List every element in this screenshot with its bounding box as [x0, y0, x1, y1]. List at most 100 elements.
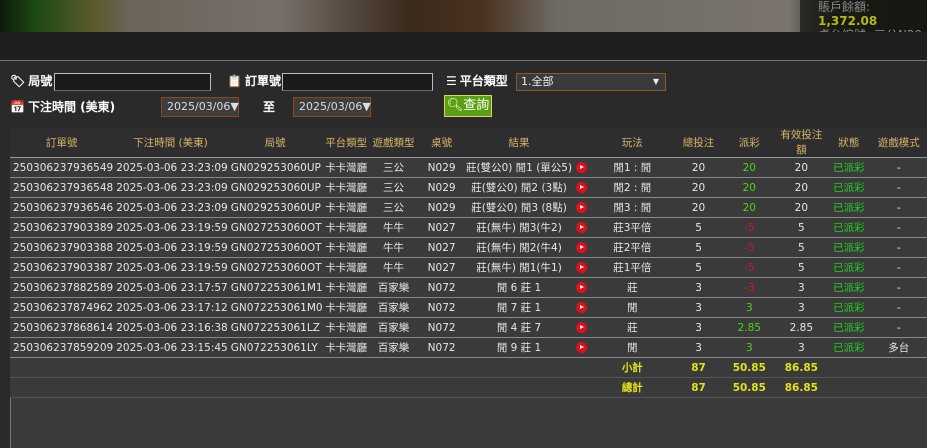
- play-video-icon[interactable]: [575, 262, 587, 273]
- subtotal-label: 小計: [590, 357, 674, 378]
- play-cell: 閒2 : 閒: [590, 177, 674, 198]
- game-mode-cell: -: [870, 297, 927, 318]
- game-mode-cell: -: [870, 197, 927, 218]
- total-bet-cell: 3: [673, 337, 724, 358]
- table-no-cell: N029: [417, 197, 466, 218]
- play-video-icon[interactable]: [575, 162, 587, 173]
- play-video-icon[interactable]: [575, 282, 587, 293]
- replay-cell[interactable]: [572, 217, 591, 238]
- date-from-picker[interactable]: 2025/03/06▼: [161, 97, 239, 117]
- valid-bet-cell: 20: [775, 197, 828, 218]
- platform-cell: 卡卡灣廳: [322, 217, 370, 238]
- total-bet-cell: 20: [673, 157, 724, 178]
- order-no-cell: 250306237874962: [10, 297, 114, 318]
- order-no-cell: 250306237903387: [10, 257, 114, 278]
- result-cell: 閒 6 莊 1: [465, 277, 573, 298]
- bet-time-cell: 2025-03-06 23:23:09: [113, 197, 228, 218]
- round-input[interactable]: [54, 73, 211, 91]
- status-cell: 已派彩: [827, 237, 871, 258]
- replay-cell[interactable]: [572, 297, 591, 318]
- order-no-cell: 250306237868614: [10, 317, 114, 338]
- order-no-cell: 250306237903389: [10, 217, 114, 238]
- table-row: 250306237903389 2025-03-06 23:19:59 GN0272…: [10, 217, 927, 238]
- column-header: 訂單號: [10, 127, 114, 158]
- replay-cell[interactable]: [572, 337, 591, 358]
- status-cell: 已派彩: [827, 297, 871, 318]
- bet-time-cell: 2025-03-06 23:19:59: [113, 217, 228, 238]
- play-video-icon[interactable]: [575, 342, 587, 353]
- play-video-icon[interactable]: [575, 322, 587, 333]
- total-bet-cell: 3: [673, 317, 724, 338]
- play-video-icon[interactable]: [575, 302, 587, 313]
- play-cell: 莊: [590, 277, 674, 298]
- column-header: 遊戲類型: [369, 127, 418, 158]
- replay-cell[interactable]: [572, 177, 591, 198]
- platform-cell: 卡卡灣廳: [322, 257, 370, 278]
- bet-history-table: 訂單號 下注時間 (美東) 局號 平台類型 遊戲類型 桌號 結果 玩法 總投注 派彩 有效投注額 狀態…: [10, 127, 927, 398]
- column-header: 玩法: [590, 127, 674, 158]
- time-label: 📅 下注時間 (美東): [10, 99, 116, 115]
- status-cell: 已派彩: [827, 277, 871, 298]
- balance-label: 賬戶餘額:: [818, 0, 871, 14]
- round-no-cell: GN029253060UP: [227, 177, 323, 198]
- replay-cell[interactable]: [572, 277, 591, 298]
- table-no-cell: N072: [417, 277, 466, 298]
- table-row: 250306237936548 2025-03-06 23:23:09 GN0292…: [10, 177, 927, 198]
- game-mode-cell: -: [870, 237, 927, 258]
- game-type-cell: 百家樂: [369, 297, 418, 318]
- table-no-cell: N027: [417, 217, 466, 238]
- chevron-down-icon: ▼: [652, 77, 659, 86]
- column-header: 平台類型: [322, 127, 370, 158]
- column-header: 狀態: [827, 127, 871, 158]
- game-mode-cell: -: [870, 277, 927, 298]
- replay-cell[interactable]: [572, 237, 591, 258]
- replay-cell[interactable]: [572, 157, 591, 178]
- play-cell: 莊2平倍: [590, 237, 674, 258]
- payout-cell: -5: [723, 237, 776, 258]
- round-no-cell: GN072253061M0: [227, 297, 323, 318]
- valid-bet-cell: 3: [775, 297, 828, 318]
- order-no-cell: 250306237903388: [10, 237, 114, 258]
- total-row: 總計 87 50.85 86.85: [10, 377, 927, 398]
- date-to-picker[interactable]: 2025/03/06▼: [293, 97, 371, 117]
- search-icon: 🔍︎: [446, 98, 464, 113]
- subtotal-bet: 87: [673, 357, 724, 378]
- list-icon: ☰: [446, 73, 457, 88]
- play-cell: 莊1平倍: [590, 257, 674, 278]
- result-cell: 閒 4 莊 7: [465, 317, 573, 338]
- table-no-cell: N029: [417, 157, 466, 178]
- order-input[interactable]: [282, 73, 433, 91]
- round-no-cell: GN027253060OT: [227, 217, 323, 238]
- table-no-cell: N027: [417, 237, 466, 258]
- result-cell: 莊(雙公0) 閒3 (8點): [465, 197, 573, 218]
- play-video-icon[interactable]: [575, 202, 587, 213]
- query-button[interactable]: 🔍︎查詢: [444, 95, 492, 117]
- game-mode-cell: -: [870, 217, 927, 238]
- status-cell: 已派彩: [827, 257, 871, 278]
- game-type-cell: 三公: [369, 177, 418, 198]
- bet-time-cell: 2025-03-06 23:23:09: [113, 157, 228, 178]
- platform-select[interactable]: 1.全部 ▼: [516, 73, 666, 91]
- replay-cell[interactable]: [572, 317, 591, 338]
- valid-bet-cell: 3: [775, 337, 828, 358]
- payout-cell: -3: [723, 277, 776, 298]
- total-bet-cell: 5: [673, 257, 724, 278]
- play-video-icon[interactable]: [575, 182, 587, 193]
- calendar-icon: 📅: [10, 99, 25, 114]
- game-mode-cell: -: [870, 157, 927, 178]
- platform-label: ☰ 平台類型: [446, 73, 508, 89]
- total-bet: 87: [673, 377, 724, 398]
- platform-cell: 卡卡灣廳: [322, 197, 370, 218]
- platform-cell: 卡卡灣廳: [322, 297, 370, 318]
- column-header: 結果: [465, 127, 573, 158]
- tag-icon: 🏷: [10, 73, 26, 88]
- replay-cell[interactable]: [572, 197, 591, 218]
- round-no-cell: GN029253060UP: [227, 197, 323, 218]
- play-video-icon[interactable]: [575, 222, 587, 233]
- game-type-cell: 三公: [369, 157, 418, 178]
- order-label: 📋 訂單號: [227, 73, 281, 89]
- play-video-icon[interactable]: [575, 242, 587, 253]
- replay-cell[interactable]: [572, 257, 591, 278]
- table-no-cell: N072: [417, 317, 466, 338]
- round-no-cell: GN072253061LZ: [227, 317, 323, 338]
